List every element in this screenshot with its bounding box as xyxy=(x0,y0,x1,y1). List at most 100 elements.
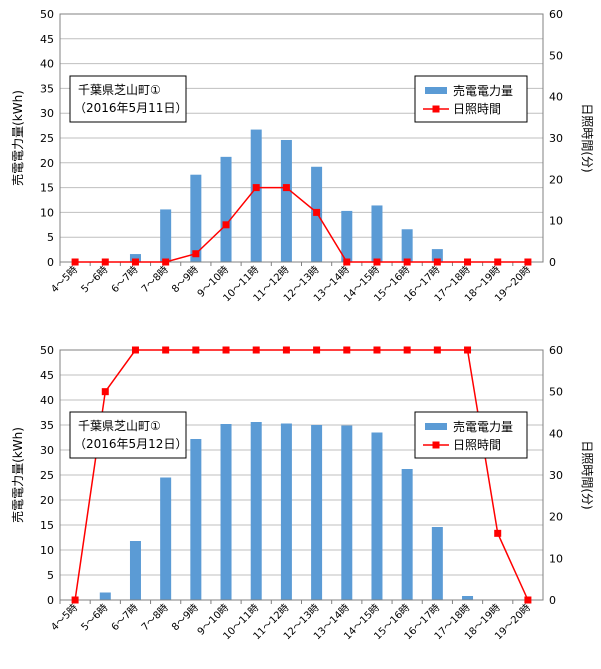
y2-axis-title: 日照時間(分) xyxy=(580,103,594,172)
x-tick-label: 7～8時 xyxy=(139,264,171,296)
legend-box xyxy=(414,75,528,123)
line-point xyxy=(71,596,79,604)
line-point xyxy=(192,250,200,258)
y-tick-label: 40 xyxy=(40,58,54,71)
y2-tick-label: 20 xyxy=(549,173,563,186)
y-axis-title: 売電電力量(kWh) xyxy=(10,427,25,523)
line-point xyxy=(524,258,532,266)
y-tick-label: 0 xyxy=(47,594,54,607)
bar xyxy=(311,425,323,600)
y-tick-label: 45 xyxy=(40,33,54,46)
legend-swatch-bar xyxy=(425,87,447,94)
annotation-line: 千葉県芝山町① xyxy=(78,418,161,433)
bar xyxy=(250,422,262,600)
y-tick-label: 15 xyxy=(40,519,54,532)
y2-tick-label: 50 xyxy=(549,386,563,399)
y-tick-label: 25 xyxy=(40,132,54,145)
y-tick-label: 20 xyxy=(40,157,54,170)
y-tick-label: 30 xyxy=(40,107,54,120)
line-point xyxy=(373,346,381,354)
legend-label: 売電電力量 xyxy=(453,83,513,98)
y-axis-title: 売電電力量(kWh) xyxy=(10,90,25,186)
legend-label: 日照時間 xyxy=(453,102,501,116)
line-point xyxy=(252,346,260,354)
bar xyxy=(99,592,111,600)
line-point xyxy=(222,346,230,354)
line-point xyxy=(282,184,290,192)
line-point xyxy=(494,529,502,537)
line-point xyxy=(192,346,200,354)
line-point xyxy=(282,346,290,354)
y-tick-label: 50 xyxy=(40,344,54,357)
bar xyxy=(129,541,141,600)
x-tick-label: 7～8時 xyxy=(139,602,171,634)
y2-tick-label: 10 xyxy=(549,215,563,228)
line-point xyxy=(343,258,351,266)
y-tick-label: 40 xyxy=(40,394,54,407)
y2-tick-label: 40 xyxy=(549,427,563,440)
annotation-line: （2016年5月12日） xyxy=(74,437,187,451)
y-tick-label: 0 xyxy=(47,256,54,269)
bar xyxy=(401,469,413,600)
line-point xyxy=(313,346,321,354)
x-tick-label: 6～7時 xyxy=(109,264,141,296)
annotation-box xyxy=(69,411,187,459)
bar xyxy=(160,477,172,600)
y2-axis-title: 日照時間(分) xyxy=(580,440,594,509)
bar xyxy=(431,249,443,262)
bar xyxy=(220,156,232,262)
bar xyxy=(462,596,474,600)
y-tick-label: 10 xyxy=(40,206,54,219)
x-tick-label: 5～6時 xyxy=(79,264,111,296)
legend-label: 日照時間 xyxy=(453,438,501,452)
line-point xyxy=(464,346,472,354)
line-point xyxy=(252,184,260,192)
y2-tick-label: 40 xyxy=(549,91,563,104)
legend-swatch-marker xyxy=(432,441,440,449)
line-point xyxy=(403,258,411,266)
y-tick-label: 15 xyxy=(40,182,54,195)
y-tick-label: 45 xyxy=(40,369,54,382)
legend-label: 売電電力量 xyxy=(453,419,513,434)
line-point xyxy=(101,258,109,266)
bar xyxy=(190,439,202,600)
y-tick-label: 35 xyxy=(40,419,54,432)
line-point xyxy=(403,346,411,354)
bar xyxy=(280,139,292,262)
y2-tick-label: 20 xyxy=(549,511,563,524)
series-line xyxy=(74,349,529,601)
bar xyxy=(280,423,292,600)
y-tick-label: 5 xyxy=(47,569,54,582)
annotation-line: 千葉県芝山町① xyxy=(78,82,161,97)
bar xyxy=(431,527,443,600)
bar xyxy=(401,229,413,262)
y2-tick-label: 60 xyxy=(549,8,563,21)
legend-swatch-marker xyxy=(432,105,440,113)
line-point xyxy=(343,346,351,354)
y2-tick-label: 0 xyxy=(549,256,556,269)
y2-tick-label: 30 xyxy=(549,132,563,145)
legend-box xyxy=(414,411,528,459)
y2-tick-label: 30 xyxy=(549,469,563,482)
y-tick-label: 25 xyxy=(40,469,54,482)
line-point xyxy=(433,258,441,266)
line-point xyxy=(131,258,139,266)
bar xyxy=(190,174,202,262)
line-point xyxy=(101,388,109,396)
y-tick-label: 35 xyxy=(40,82,54,95)
annotation-box xyxy=(69,75,187,123)
line-point xyxy=(524,596,532,604)
line-point xyxy=(131,346,139,354)
bar xyxy=(250,129,262,262)
y2-tick-label: 50 xyxy=(549,49,563,62)
legend-swatch-bar xyxy=(425,423,447,430)
line-point xyxy=(494,258,502,266)
line-point xyxy=(162,258,170,266)
bar xyxy=(160,209,172,262)
annotation-line: （2016年5月11日） xyxy=(74,101,187,115)
bar xyxy=(129,254,141,262)
x-tick-label: 6～7時 xyxy=(109,602,141,634)
